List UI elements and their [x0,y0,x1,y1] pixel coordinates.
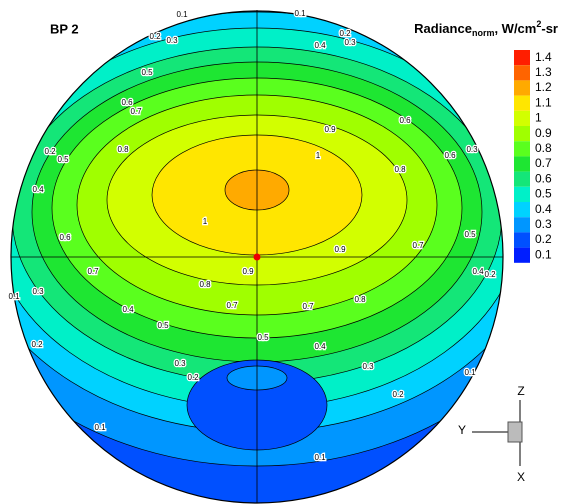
colorbar-swatch [514,126,530,142]
colorbar-title: Radiancenorm, W/cm2-sr [414,19,558,38]
label-sub: norm [472,28,495,38]
contour-labels: 0.1 0.10.10.10.10.10.2 0.20.20.20.20.20.20… [7,8,497,464]
contour-label: 0.5 [257,333,269,342]
contour-label: 0.1 [464,368,476,377]
contour-label: 0.2 [339,29,351,38]
contour-label: 1 [203,217,208,226]
colorbar-tick-label: 0.6 [535,171,552,185]
contour-label: 0.6 [121,98,133,107]
contour-label: 0.3 [362,362,374,371]
contour-label: 0.1 [94,423,106,432]
triad-box [507,421,523,443]
contour-label: 0.1 [294,9,306,18]
contour-label: 1 [316,151,321,160]
contour-label: 0.6 [399,116,411,125]
contour-label: 0.8 [394,165,406,174]
colorbar-tick-label: 1.2 [535,80,552,94]
colorbar-tick-label: 0.3 [535,217,552,231]
contour-label: 0.9 [334,245,346,254]
contour-label: 0.2 [31,340,43,349]
colorbar-tick-label: 0.1 [535,247,552,261]
contour-label: 0.4 [314,41,326,50]
contour-label: 0.7 [87,267,99,276]
contour-label: 0.9 [324,125,336,134]
contour-label: 0.2 [187,373,199,382]
label: Radiance [414,21,472,36]
colorbar-swatch [514,186,530,202]
contour-label: 0.5 [464,230,476,239]
contour-label: 0.2 [149,32,161,41]
colorbar-tick-label: 0.7 [535,156,552,170]
contour-label: 0.8 [354,295,366,304]
colorbar-tick-label: 1.1 [535,95,552,109]
contour-label: 0.6 [444,151,456,160]
colorbar-tick-label: 0.9 [535,126,552,140]
colorbar: 1.41.31.21.1 10.90.80.70.6 0.50.40.30.20.1 [514,50,552,263]
contour-label: 0.7 [226,301,238,310]
axes-triad: Y Z X [458,384,525,484]
colorbar-swatch [514,50,530,66]
contour-label: 0.3 [174,359,186,368]
label-unit: , W/cm [494,21,536,36]
contour-label: 0.7 [412,241,424,250]
contour-label: 0.6 [59,233,71,242]
triad-z: Z [517,384,524,398]
colorbar-swatch [514,202,530,218]
colorbar-swatch [514,156,530,172]
colorbar-tick-label: 0.5 [535,187,552,201]
colorbar-swatch [514,232,530,248]
contour-label: 0.1 [176,10,188,19]
contour-label: 0.4 [32,185,44,194]
contour-label: 0.2 [44,147,56,156]
triad-y: Y [458,423,466,437]
contour-label: 0.4 [122,305,134,314]
contour-label: 0.1 [8,292,20,301]
colorbar-tick-label: 0.2 [535,232,552,246]
colorbar-tick-label: 1.3 [535,65,552,79]
colorbar-swatch [514,217,530,233]
center-dot [253,253,261,261]
colorbar-swatch [514,171,530,187]
colorbar-swatch [514,95,530,111]
contour-label: 0.4 [472,267,484,276]
contour-label: 0.5 [141,68,153,77]
colorbar-swatch [514,80,530,96]
contour-label: 0.8 [117,145,129,154]
colorbar-tick-label: 0.4 [535,202,552,216]
contour-label: 0.3 [32,287,44,296]
contour-label: 0.4 [314,342,326,351]
colorbar-tick-label: 1 [535,111,542,125]
contour-label: 0.1 [314,453,326,462]
contour-label: 0.8 [199,280,211,289]
colorbar-tick-label: 1.4 [535,50,552,64]
contour-label: 0.5 [57,155,69,164]
contour-label: 0.2 [484,270,496,279]
contour-label: 0.3 [344,38,356,47]
contour-label: 0.3 [466,145,478,154]
contour-label: 0.3 [166,36,178,45]
colorbar-swatch [514,65,530,81]
contour-label: 0.9 [242,267,254,276]
colorbar-tick-label: 0.8 [535,141,552,155]
contour-label: 0.7 [302,302,314,311]
chart-title: BP 2 [50,21,79,36]
label-sup: 2 [536,19,541,29]
contour-label: 0.5 [157,321,169,330]
colorbar-swatch [514,141,530,157]
contour-label: 0.2 [392,390,404,399]
label-end: -sr [541,21,558,36]
contour-label: 0.7 [130,107,142,116]
colorbar-swatch [514,247,530,263]
triad-x: X [517,470,525,484]
colorbar-swatch [514,110,530,126]
